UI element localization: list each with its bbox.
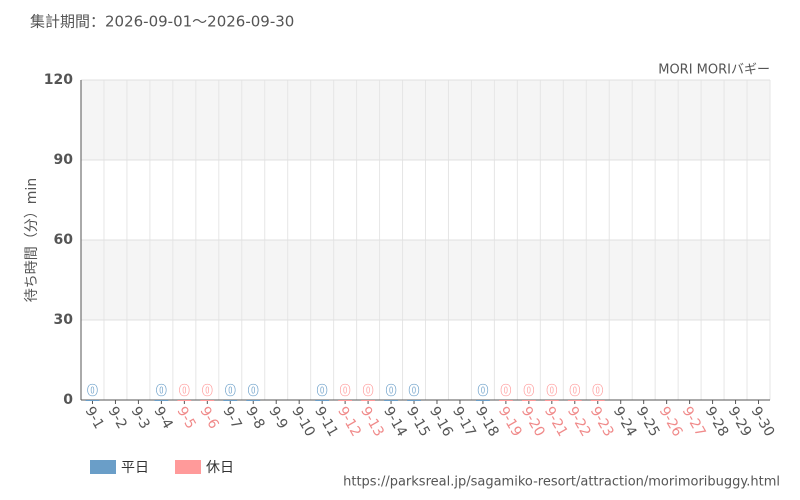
x-tick-label: 9-21 xyxy=(541,404,571,440)
y-tick-label: 120 xyxy=(44,72,73,88)
x-tick-label: 9-7 xyxy=(219,404,244,432)
x-tick-label: 9-13 xyxy=(357,404,387,440)
x-tick-label: 9-4 xyxy=(150,404,175,432)
x-tick-label: 9-26 xyxy=(656,404,686,440)
bar xyxy=(567,400,582,401)
bar xyxy=(154,400,169,401)
bar xyxy=(246,400,261,401)
legend-label: 休日 xyxy=(206,460,234,476)
x-tick-label: 9-1 xyxy=(82,404,107,432)
x-tick-label: 9-19 xyxy=(495,404,525,440)
y-axis-label: 待ち時間（分）min xyxy=(24,178,40,302)
x-tick-label: 9-24 xyxy=(610,404,640,440)
y-tick-label: 90 xyxy=(54,152,74,168)
bar xyxy=(521,400,536,401)
x-tick-label: 9-3 xyxy=(127,404,152,432)
value-label: 0 xyxy=(593,382,603,400)
value-label: 0 xyxy=(570,382,580,400)
value-label: 0 xyxy=(501,382,511,400)
y-tick-label: 60 xyxy=(54,232,74,248)
bar xyxy=(338,400,353,401)
y-tick-label: 0 xyxy=(63,392,73,408)
value-label: 0 xyxy=(317,382,327,400)
bar xyxy=(590,400,605,401)
x-tick-label: 9-25 xyxy=(633,404,663,440)
x-tick-label: 9-20 xyxy=(518,404,548,440)
value-label: 0 xyxy=(179,382,189,400)
y-tick-label: 30 xyxy=(54,312,74,328)
source-url: https://parksreal.jp/sagamiko-resort/att… xyxy=(343,475,780,490)
x-tick-label: 9-17 xyxy=(449,404,479,440)
bar xyxy=(85,400,100,401)
x-tick-label: 9-14 xyxy=(380,404,410,440)
value-label: 0 xyxy=(156,382,166,400)
chart-title: 集計期間：2026-09-01～2026-09-30 xyxy=(30,13,294,31)
x-tick-label: 9-9 xyxy=(265,404,290,432)
x-tick-label: 9-5 xyxy=(173,404,198,432)
value-label: 0 xyxy=(547,382,557,400)
value-label: 0 xyxy=(87,382,97,400)
bar xyxy=(200,400,215,401)
bar xyxy=(407,400,421,401)
value-label: 0 xyxy=(478,382,488,400)
x-tick-label: 9-28 xyxy=(702,404,732,440)
bar xyxy=(384,400,398,401)
x-tick-label: 9-27 xyxy=(679,404,709,440)
value-label: 0 xyxy=(386,382,396,400)
value-label: 0 xyxy=(363,382,373,400)
x-tick-label: 9-6 xyxy=(196,404,221,432)
x-tick-label: 9-23 xyxy=(587,404,617,440)
x-tick-label: 9-16 xyxy=(426,404,456,440)
bar xyxy=(476,400,490,401)
bar xyxy=(223,400,238,401)
x-tick-label: 9-15 xyxy=(403,404,433,440)
bar xyxy=(177,400,192,401)
x-tick-label: 9-30 xyxy=(748,404,778,440)
x-tick-label: 9-10 xyxy=(288,404,318,440)
value-label: 0 xyxy=(524,382,534,400)
legend-swatch xyxy=(175,460,201,474)
bar xyxy=(315,400,330,401)
legend-swatch xyxy=(90,460,116,474)
legend-label: 平日 xyxy=(121,460,149,476)
x-tick-label: 9-22 xyxy=(564,404,594,440)
bar xyxy=(544,400,559,401)
x-tick-label: 9-11 xyxy=(311,404,341,440)
value-label: 0 xyxy=(225,382,235,400)
value-label: 0 xyxy=(248,382,258,400)
value-label: 0 xyxy=(340,382,350,400)
bar xyxy=(498,400,513,401)
value-label: 0 xyxy=(409,382,419,400)
x-tick-label: 9-8 xyxy=(242,404,267,432)
bar xyxy=(361,400,375,401)
chart-subtitle: MORI MORIバギー xyxy=(658,63,770,78)
x-tick-label: 9-2 xyxy=(105,404,130,432)
x-tick-label: 9-29 xyxy=(725,404,755,440)
value-label: 0 xyxy=(202,382,212,400)
x-tick-label: 9-18 xyxy=(472,404,502,440)
x-tick-label: 9-12 xyxy=(334,404,364,440)
